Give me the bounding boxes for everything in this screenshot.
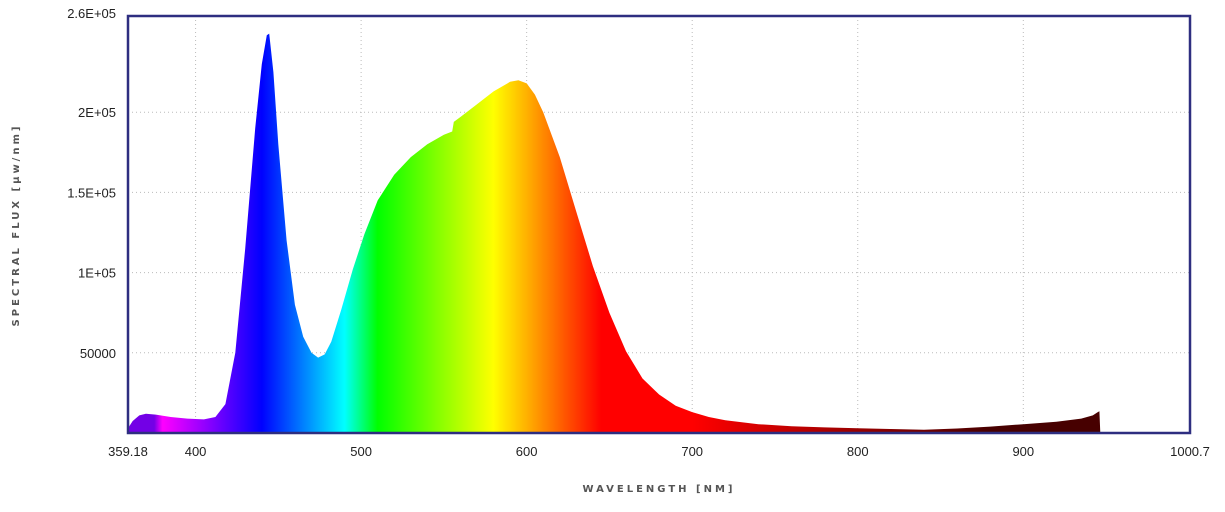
x-axis-ticks: 359.18 400 500 600 700 800 900 1000.7 <box>108 444 1210 459</box>
spectrum-area <box>128 33 1101 433</box>
y-axis-ticks: 2.6E+05 2E+05 1.5E+05 1E+05 50000 <box>67 6 116 361</box>
x-tick-label: 359.18 <box>108 444 148 459</box>
y-tick-label: 1.5E+05 <box>67 185 116 200</box>
x-tick-label: 600 <box>516 444 538 459</box>
y-tick-label: 2E+05 <box>78 105 116 120</box>
x-tick-label: 400 <box>185 444 207 459</box>
x-axis-title: WAVELENGTH [NM] <box>583 484 736 495</box>
y-tick-label: 50000 <box>80 346 116 361</box>
y-axis-title: SPECTRAL FLUX [μw/nm] <box>11 124 22 327</box>
y-tick-label: 2.6E+05 <box>67 6 116 21</box>
x-tick-label: 900 <box>1012 444 1034 459</box>
x-tick-label: 700 <box>681 444 703 459</box>
x-tick-label: 800 <box>847 444 869 459</box>
plot-frame <box>126 14 1192 435</box>
x-tick-label: 1000.7 <box>1170 444 1210 459</box>
x-tick-label: 500 <box>350 444 372 459</box>
y-tick-label: 1E+05 <box>78 266 116 281</box>
